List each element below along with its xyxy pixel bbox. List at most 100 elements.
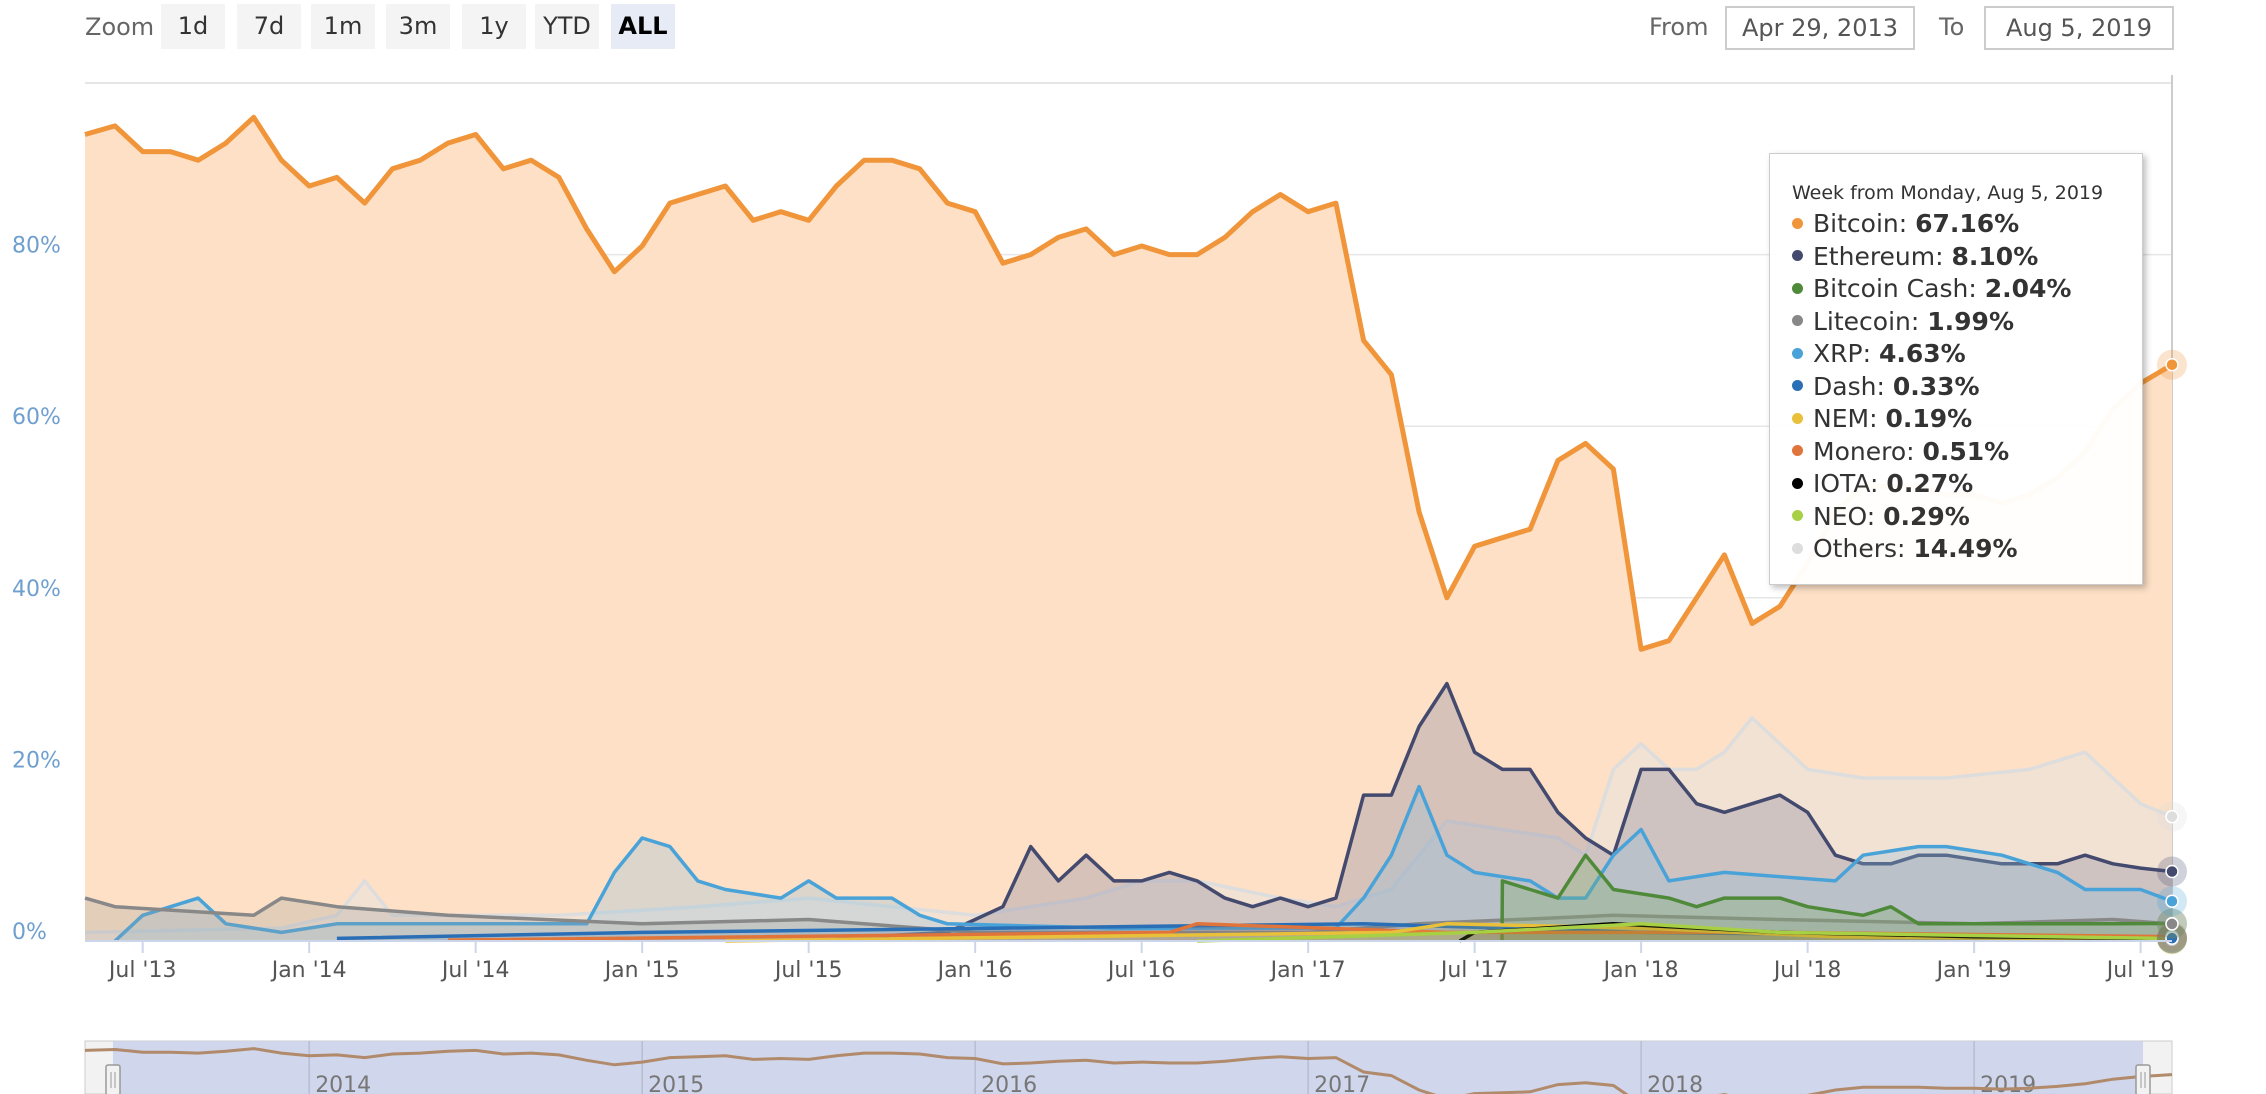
x-tick-label: Jan '14 — [270, 958, 347, 983]
series-line-nem[interactable] — [725, 922, 2173, 943]
series-line-bitcoin-cash[interactable] — [1500, 853, 2173, 942]
x-tick-label: Jul '17 — [1439, 958, 1509, 983]
x-tick-label: Jul '18 — [1772, 958, 1842, 983]
tooltip-row-nem: NEM: 0.19% — [1792, 403, 2142, 436]
tooltip-row-bitcoin-cash: Bitcoin Cash: 2.04% — [1792, 273, 2142, 306]
series-dot-icon — [1792, 315, 1803, 326]
navigator-year-label: 2014 — [315, 1073, 371, 1094]
tooltip-series-name: Bitcoin Cash — [1813, 274, 1969, 303]
series-line-others[interactable] — [84, 716, 2173, 935]
series-dot-icon — [1792, 510, 1803, 521]
series-line-ethereum[interactable] — [836, 681, 2173, 941]
tooltip-row-monero: Monero: 0.51% — [1792, 436, 2142, 469]
tooltip-series-name: XRP — [1813, 339, 1863, 368]
y-tick-label: 20% — [12, 748, 61, 773]
navigator-year-label: 2018 — [1647, 1073, 1703, 1094]
navigator-series-line — [84, 1047, 2173, 1094]
navigator-year-label: 2017 — [1314, 1073, 1370, 1094]
tooltip-series-value: 4.63% — [1878, 339, 1966, 368]
zoom-1y-button[interactable]: 1y — [462, 4, 526, 49]
tooltip-row-litecoin: Litecoin: 1.99% — [1792, 306, 2142, 339]
series-line-xrp[interactable] — [113, 784, 2173, 943]
zoom-1d-button[interactable]: 1d — [161, 4, 225, 49]
series-dot-icon — [1792, 217, 1803, 229]
tooltip-series-name: Dash — [1813, 371, 1877, 401]
navigator-year-label: 2016 — [981, 1073, 1037, 1094]
zoom-all-button[interactable]: ALL — [611, 4, 675, 49]
series-area-bitcoin — [85, 117, 2172, 942]
series-dot-icon — [1792, 542, 1803, 554]
tooltip-header: Week from Monday, Aug 5, 2019 — [1792, 182, 2104, 204]
series-line-litecoin[interactable] — [84, 896, 2173, 935]
tooltip-row-neo: NEO: 0.29% — [1792, 501, 2142, 534]
hover-marker-others — [2165, 809, 2179, 824]
series-area-others — [85, 717, 2172, 941]
series-dot-icon — [1792, 282, 1803, 294]
x-tick-label: Jul '13 — [107, 958, 177, 983]
tooltip-series-value: 2.04% — [1984, 274, 2072, 303]
tooltip-series-name: Monero — [1813, 436, 1907, 466]
x-tick-label: Jul '19 — [2105, 958, 2175, 983]
from-date-input[interactable]: Apr 29, 2013 — [1725, 6, 1915, 50]
x-tick-label: Jul '14 — [440, 958, 510, 983]
x-tick-label: Jan '16 — [936, 958, 1013, 983]
to-label: To — [1939, 13, 1965, 41]
tooltip-series-value: 0.27% — [1886, 469, 1974, 498]
tooltip: Week from Monday, Aug 5, 2019 Bitcoin: 6… — [1769, 153, 2143, 585]
tooltip-series-value: 14.49% — [1913, 534, 2018, 563]
tooltip-series-value: 67.16% — [1915, 209, 2020, 238]
x-tick-label: Jan '17 — [1269, 958, 1346, 983]
zoom-7d-button[interactable]: 7d — [237, 4, 301, 49]
tooltip-series-name: NEM — [1813, 404, 1870, 433]
tooltip-series-value: 0.33% — [1892, 371, 1980, 401]
tooltip-row-ethereum: Ethereum: 8.10% — [1792, 241, 2142, 274]
y-tick-label: 60% — [12, 405, 61, 430]
tooltip-series-name: Others — [1813, 534, 1898, 563]
series-area-bitcoin-cash — [1502, 855, 2172, 941]
from-label: From — [1649, 13, 1709, 41]
hover-marker-xrp — [2165, 894, 2179, 909]
x-tick-label: Jan '19 — [1935, 958, 2012, 983]
x-tick-label: Jan '15 — [603, 958, 680, 983]
series-line-neo[interactable] — [1197, 922, 2173, 943]
tooltip-series-value: 1.99% — [1927, 306, 2014, 336]
y-tick-label: 0% — [12, 920, 47, 945]
x-tick-label: Jan '18 — [1602, 958, 1679, 983]
series-dot-icon — [1792, 250, 1803, 261]
zoom-3m-button[interactable]: 3m — [386, 4, 450, 49]
hover-marker-litecoin — [2165, 917, 2179, 931]
tooltip-row-dash: Dash: 0.33% — [1792, 371, 2142, 404]
series-area-xrp — [115, 786, 2172, 941]
tooltip-series-name: Bitcoin — [1813, 209, 1899, 238]
tooltip-series-value: 8.10% — [1951, 241, 2039, 271]
zoom-1m-button[interactable]: 1m — [311, 4, 375, 49]
series-area-litecoin — [85, 898, 2172, 941]
series-dot-icon — [1792, 347, 1803, 359]
series-dot-icon — [1792, 412, 1803, 424]
hover-marker-bitcoin — [2165, 358, 2179, 372]
tooltip-series-value: 0.29% — [1883, 501, 1970, 531]
tooltip-row-xrp: XRP: 4.63% — [1792, 338, 2142, 371]
navigator-right-handle[interactable] — [2135, 1064, 2151, 1094]
y-tick-label: 80% — [12, 234, 61, 259]
to-date-input[interactable]: Aug 5, 2019 — [1984, 6, 2174, 50]
zoom-ytd-button[interactable]: YTD — [535, 4, 599, 49]
tooltip-series-name: IOTA — [1813, 469, 1871, 498]
navigator-year-label: 2015 — [648, 1073, 704, 1094]
tooltip-row-iota: IOTA: 0.27% — [1792, 468, 2142, 501]
tooltip-row-bitcoin: Bitcoin: 67.16% — [1792, 208, 2142, 241]
series-dot-icon — [1792, 445, 1803, 456]
series-dot-icon — [1792, 477, 1803, 489]
tooltip-series-value: 0.19% — [1885, 404, 1973, 433]
series-dot-icon — [1792, 380, 1803, 391]
navigator-selection[interactable] — [113, 1041, 2143, 1094]
y-tick-label: 40% — [12, 577, 61, 602]
zoom-label: Zoom — [85, 13, 155, 41]
navigator-left-handle[interactable] — [105, 1064, 121, 1094]
navigator-year-label: 2019 — [1980, 1073, 2036, 1094]
series-area-iota — [1459, 923, 2172, 941]
tooltip-series-name: NEO — [1813, 501, 1867, 531]
series-area-neo — [1197, 923, 2172, 941]
x-tick-label: Jul '15 — [773, 958, 843, 983]
